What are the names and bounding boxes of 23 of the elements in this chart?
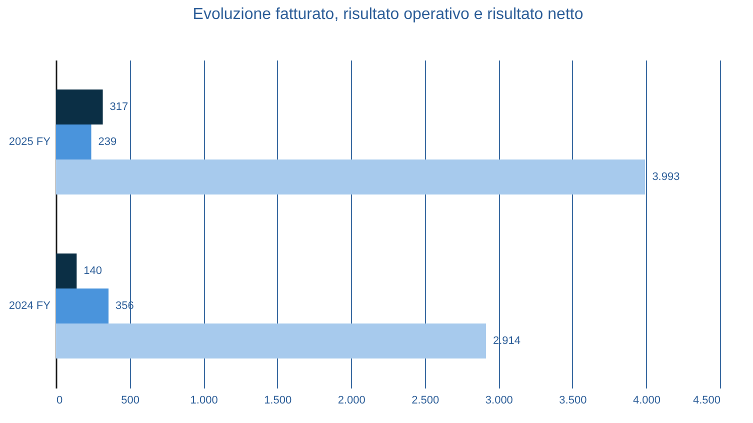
x-tick-label: 4.000 [632,394,660,406]
x-tick-label: 2.500 [412,394,440,406]
bar [56,159,646,194]
bar [56,254,77,289]
x-tick-label: 3.000 [485,394,513,406]
y-tick-label: 2025 FY [8,136,52,148]
bar [56,90,103,125]
x-tick-label: 1.500 [264,394,292,406]
y-tick-label: 2024 FY [8,300,52,312]
x-tick-label: 3.500 [559,394,587,406]
data-label: 239 [98,136,117,148]
bar [56,124,92,160]
x-tick-label: 1.000 [190,394,218,406]
x-tick-label: 500 [121,394,140,406]
chart-title: Evoluzione fatturato, risultato operativo e risultato netto [192,6,584,23]
x-tick-label: 0 [56,394,63,406]
data-label: 317 [110,101,128,114]
x-tick-label: 4.500 [692,394,720,406]
data-label: 140 [84,265,102,278]
bar [56,288,109,324]
x-tick-label: 2.000 [338,394,366,406]
bar [56,323,486,358]
data-label: 3.993 [652,170,680,183]
